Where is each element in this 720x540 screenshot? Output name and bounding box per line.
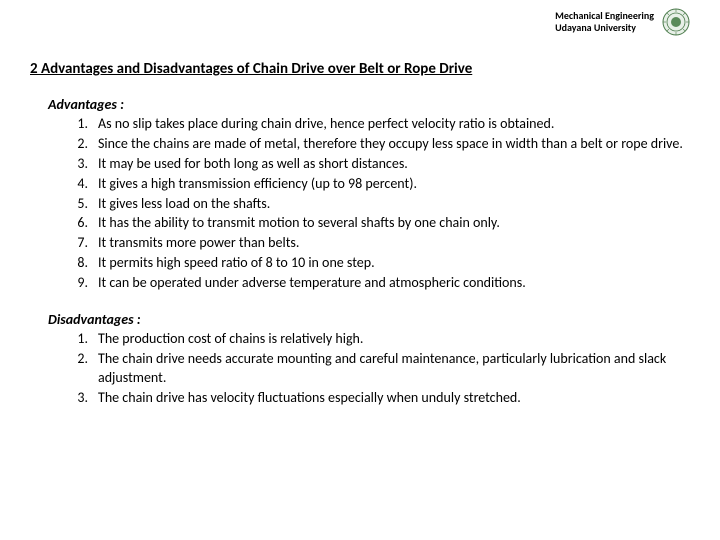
list-number: 2.: [74, 135, 98, 154]
list-item: 8.It permits high speed ratio of 8 to 10…: [74, 254, 690, 273]
university-logo-icon: [662, 8, 690, 36]
list-text: It permits high speed ratio of 8 to 10 i…: [98, 254, 690, 273]
list-number: 9.: [74, 274, 98, 293]
list-item: 1.The production cost of chains is relat…: [74, 330, 690, 349]
list-item: 3.It may be used for both long as well a…: [74, 155, 690, 174]
list-number: 4.: [74, 175, 98, 194]
list-item: 2.The chain drive needs accurate mountin…: [74, 350, 690, 388]
list-item: 4.It gives a high transmission efficienc…: [74, 175, 690, 194]
list-item: 1.As no slip takes place during chain dr…: [74, 115, 690, 134]
list-item: 5.It gives less load on the shafts.: [74, 195, 690, 214]
list-text: It may be used for both long as well as …: [98, 155, 690, 174]
list-number: 1.: [74, 330, 98, 349]
list-number: 1.: [74, 115, 98, 134]
disadvantages-list: 1.The production cost of chains is relat…: [74, 330, 690, 408]
list-item: 3.The chain drive has velocity fluctuati…: [74, 389, 690, 408]
list-text: The chain drive needs accurate mounting …: [98, 350, 690, 388]
list-text: Since the chains are made of metal, ther…: [98, 135, 690, 154]
list-text: The production cost of chains is relativ…: [98, 330, 690, 349]
section-title: 2 Advantages and Disadvantages of Chain …: [30, 60, 690, 78]
advantages-list: 1.As no slip takes place during chain dr…: [74, 115, 690, 293]
list-text: It can be operated under adverse tempera…: [98, 274, 690, 293]
list-text: The chain drive has velocity fluctuation…: [98, 389, 690, 408]
list-number: 6.: [74, 214, 98, 233]
header-line2: Udayana University: [555, 22, 654, 34]
list-number: 7.: [74, 234, 98, 253]
page-header: Mechanical Engineering Udayana Universit…: [555, 8, 690, 36]
list-number: 2.: [74, 350, 98, 388]
list-text: As no slip takes place during chain driv…: [98, 115, 690, 134]
header-text: Mechanical Engineering Udayana Universit…: [555, 10, 654, 34]
list-item: 7.It transmits more power than belts.: [74, 234, 690, 253]
disadvantages-title: Disadvantages :: [48, 311, 690, 328]
list-text: It transmits more power than belts.: [98, 234, 690, 253]
advantages-title: Advantages :: [48, 96, 690, 113]
list-text: It gives less load on the shafts.: [98, 195, 690, 214]
list-item: 6.It has the ability to transmit motion …: [74, 214, 690, 233]
list-text: It has the ability to transmit motion to…: [98, 214, 690, 233]
list-number: 3.: [74, 389, 98, 408]
list-number: 3.: [74, 155, 98, 174]
list-item: 2.Since the chains are made of metal, th…: [74, 135, 690, 154]
list-item: 9.It can be operated under adverse tempe…: [74, 274, 690, 293]
list-number: 5.: [74, 195, 98, 214]
list-number: 8.: [74, 254, 98, 273]
list-text: It gives a high transmission efficiency …: [98, 175, 690, 194]
